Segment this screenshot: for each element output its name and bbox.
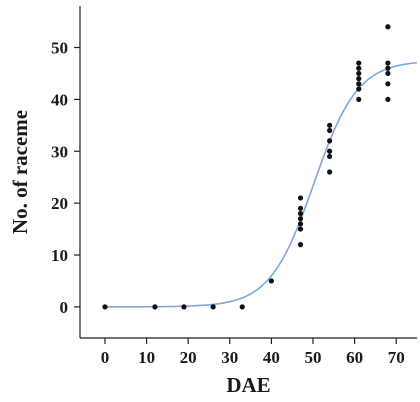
data-point <box>385 96 391 102</box>
data-point <box>327 169 333 175</box>
data-point <box>385 81 391 87</box>
data-point <box>297 242 304 248</box>
x-tick-label: 50 <box>304 348 321 367</box>
y-tick-label: 40 <box>51 90 68 109</box>
data-point <box>102 304 108 310</box>
y-tick-label: 20 <box>51 194 68 213</box>
y-tick-label: 50 <box>51 39 68 58</box>
x-tick-label: 60 <box>346 348 363 367</box>
data-point <box>356 96 362 102</box>
x-axis-ticks: 0 10 20 30 40 50 60 70 <box>101 338 405 367</box>
y-axis-title: No. of raceme <box>8 110 32 234</box>
data-point <box>297 226 304 232</box>
data-point <box>327 148 333 154</box>
data-point <box>297 195 304 201</box>
data-point <box>356 76 362 82</box>
data-point <box>385 24 391 30</box>
x-axis-title: DAE <box>226 373 270 397</box>
data-point <box>356 65 362 71</box>
data-point <box>327 153 333 160</box>
y-tick-label: 0 <box>60 298 69 317</box>
data-points <box>102 24 391 310</box>
x-tick-label: 40 <box>263 348 280 367</box>
data-point <box>385 65 391 71</box>
x-tick-label: 10 <box>138 348 155 367</box>
data-point <box>297 216 304 222</box>
data-point <box>385 70 391 77</box>
data-point <box>327 138 333 144</box>
x-tick-label: 30 <box>221 348 238 367</box>
x-tick-label: 70 <box>388 348 405 367</box>
x-tick-label: 0 <box>101 348 110 367</box>
data-point <box>385 60 391 66</box>
data-point <box>210 304 216 310</box>
data-point <box>297 221 304 227</box>
data-point <box>152 304 158 310</box>
data-point <box>297 205 304 211</box>
data-point <box>327 122 333 128</box>
data-point <box>181 304 187 310</box>
y-tick-label: 30 <box>51 142 68 161</box>
data-point <box>356 70 362 77</box>
data-point <box>356 86 362 92</box>
fit-curve <box>104 61 418 308</box>
y-axis-ticks: 0 10 20 30 40 50 <box>51 39 80 317</box>
data-point <box>239 304 245 310</box>
y-tick-label: 10 <box>51 246 68 265</box>
data-point <box>327 127 333 134</box>
axes <box>79 6 417 339</box>
x-tick-label: 20 <box>180 348 197 367</box>
data-point <box>356 60 362 66</box>
data-point <box>356 81 362 87</box>
data-point <box>268 278 274 284</box>
data-point <box>297 210 304 217</box>
